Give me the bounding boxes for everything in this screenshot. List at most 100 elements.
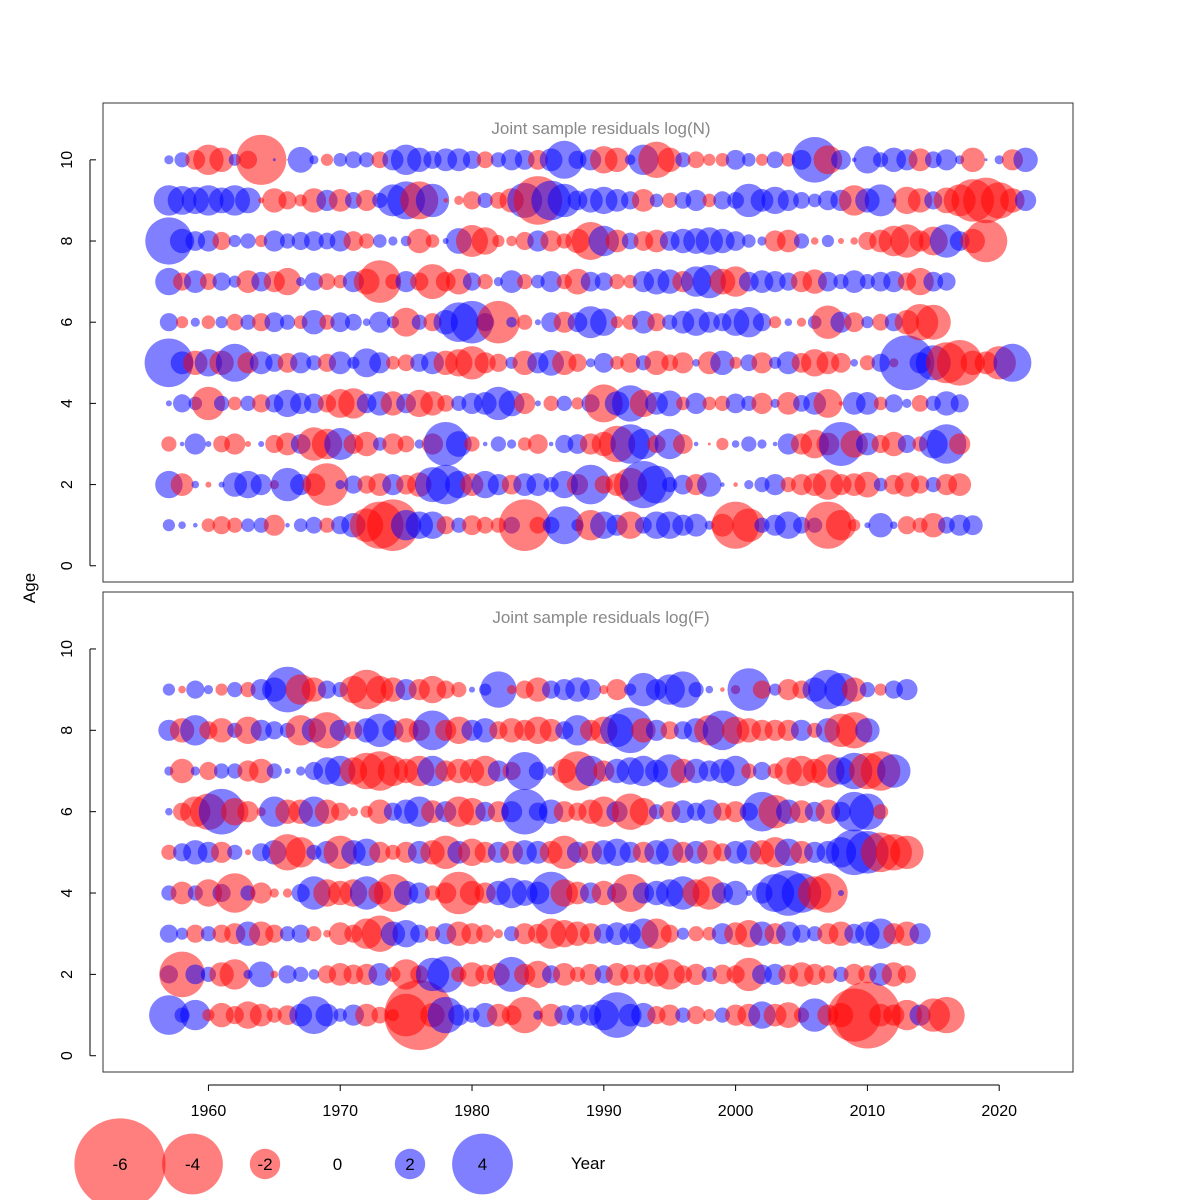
residual-bubble xyxy=(174,152,190,168)
residual-bubble xyxy=(654,959,685,990)
residual-bubble xyxy=(772,441,778,447)
residual-bubble xyxy=(897,965,917,984)
residual-bubble xyxy=(632,189,655,212)
residual-bubble xyxy=(733,482,738,487)
residual-bubble xyxy=(185,964,206,985)
residual-bubble xyxy=(528,434,548,454)
residual-bubble xyxy=(594,992,640,1038)
residual-bubble xyxy=(727,668,771,711)
residual-bubble xyxy=(408,882,430,904)
residual-bubble xyxy=(796,317,807,327)
residual-bubble xyxy=(610,356,624,370)
residual-bubble xyxy=(266,763,282,779)
residual-bubble xyxy=(215,316,228,329)
residual-bubble xyxy=(278,965,297,984)
residual-bubble xyxy=(984,158,988,162)
residual-bubble xyxy=(436,516,455,535)
residual-bubble xyxy=(854,471,881,498)
residual-bubble xyxy=(720,482,725,487)
residual-bubble xyxy=(418,675,447,704)
residual-bubble xyxy=(487,760,509,782)
residual-bubble xyxy=(777,189,799,211)
residual-bubble xyxy=(323,929,331,938)
residual-bubble xyxy=(209,147,234,172)
residual-bubble xyxy=(482,441,488,447)
residual-bubble xyxy=(331,802,350,821)
residual-bubble xyxy=(287,146,314,173)
residual-bubble xyxy=(205,481,212,488)
residual-bubble xyxy=(571,397,584,410)
residual-bubble xyxy=(448,1004,470,1026)
residual-bubble xyxy=(224,433,246,455)
residual-bubble xyxy=(883,271,905,293)
log-f-y-tick-label: 4 xyxy=(59,888,76,897)
y-axis-title: Age xyxy=(20,573,39,603)
residual-bubble xyxy=(751,352,773,374)
residual-bubble xyxy=(397,435,415,453)
residual-bubble xyxy=(493,929,503,939)
residual-bubble xyxy=(191,480,200,489)
legend-label: -2 xyxy=(257,1155,272,1174)
residual-bubble xyxy=(170,473,194,496)
residual-bubble xyxy=(265,721,284,740)
residual-bubble xyxy=(897,434,917,454)
residual-bubble xyxy=(776,392,800,415)
residual-bubble xyxy=(278,191,297,210)
legend-bubble xyxy=(452,1133,513,1195)
residual-bubble xyxy=(469,686,475,693)
residual-bubble xyxy=(249,1003,273,1027)
residual-bubble xyxy=(219,959,250,990)
residual-bubble xyxy=(170,881,194,905)
residual-bubble xyxy=(173,394,192,413)
residual-bubble xyxy=(165,400,172,407)
residual-bubble xyxy=(252,394,271,413)
residual-bubble xyxy=(373,234,387,248)
residual-bubble xyxy=(201,518,216,532)
residual-bubble xyxy=(415,183,450,218)
x-axis: 1960 1970 1980 1990 2000 2010 2020 xyxy=(191,1084,1017,1120)
residual-bubble xyxy=(411,314,427,330)
residual-bubble xyxy=(825,510,857,541)
residual-bubble xyxy=(359,233,375,249)
residual-bubble xyxy=(451,517,467,533)
residual-bubble xyxy=(285,522,290,528)
panel-log-n-title: Joint sample residuals log(N) xyxy=(491,119,710,138)
residual-bubble xyxy=(742,234,756,248)
residual-bubble xyxy=(249,758,274,784)
residual-bubble xyxy=(272,158,276,162)
residual-bubble xyxy=(688,926,704,942)
residual-bubble xyxy=(752,680,772,699)
residual-bubble xyxy=(741,763,757,779)
residual-bubble xyxy=(784,318,793,327)
residual-bubble xyxy=(774,511,802,539)
residual-bubble xyxy=(725,231,746,251)
residual-bubble xyxy=(169,758,195,784)
residual-bubble xyxy=(165,807,173,816)
residual-bubble xyxy=(902,398,912,408)
residual-bubble xyxy=(445,431,472,457)
legend-label: -4 xyxy=(185,1155,200,1174)
residual-bubble xyxy=(388,236,398,246)
residual-bubble xyxy=(250,719,272,741)
residual-bubble xyxy=(245,441,251,447)
residual-bubble xyxy=(818,965,838,984)
residual-bubble xyxy=(425,234,440,248)
residual-bubble xyxy=(344,475,363,494)
residual-bubble xyxy=(240,233,256,249)
residual-bubble xyxy=(318,273,336,290)
residual-bubble xyxy=(200,273,217,290)
residual-bubble xyxy=(620,352,641,373)
legend-label: 0 xyxy=(333,1155,342,1174)
residual-bubble xyxy=(215,683,228,696)
residual-bubble xyxy=(507,685,517,695)
residual-bubble xyxy=(853,146,882,174)
residual-bubble xyxy=(407,147,432,172)
residual-bubble xyxy=(545,506,584,545)
residual-bubble xyxy=(197,230,219,252)
residual-bubble xyxy=(266,1007,282,1023)
residual-bubble xyxy=(176,927,189,940)
residual-bubble xyxy=(684,513,708,537)
residual-bubble xyxy=(436,680,455,699)
residual-bubble xyxy=(673,434,693,454)
residual-bubble xyxy=(183,270,207,293)
